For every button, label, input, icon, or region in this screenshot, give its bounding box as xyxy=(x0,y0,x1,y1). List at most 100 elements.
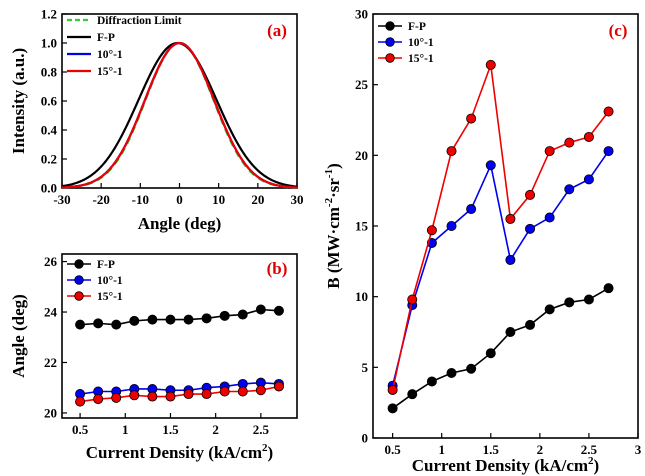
series-15-1 xyxy=(75,381,284,407)
y-tick-label: 0.0 xyxy=(41,181,57,196)
legend-label: F-P xyxy=(408,21,426,33)
y-tick-label: 0.8 xyxy=(41,65,58,80)
data-point xyxy=(525,319,536,330)
y-axis-label-part: ) xyxy=(324,163,343,169)
series-line xyxy=(61,41,298,188)
y-tick-label: 0.4 xyxy=(41,123,58,138)
data-point xyxy=(387,403,398,414)
y-tick-label: 26 xyxy=(44,254,58,269)
x-tick-label: -10 xyxy=(132,192,149,207)
data-point xyxy=(466,363,477,374)
x-tick-label: 2.5 xyxy=(253,422,270,437)
data-point xyxy=(219,386,230,397)
series-line xyxy=(392,287,609,409)
data-point xyxy=(485,348,496,359)
data-point xyxy=(505,254,516,265)
data-point xyxy=(111,392,122,403)
data-point xyxy=(544,146,555,157)
x-axis-label: Current Density (kA/cm2) xyxy=(412,455,599,475)
data-point xyxy=(129,315,140,326)
x-tick-label: 3 xyxy=(635,442,642,457)
plot-frame xyxy=(61,253,298,419)
x-tick-label: 10 xyxy=(212,192,225,207)
data-point xyxy=(75,319,86,330)
series-line xyxy=(80,308,279,326)
data-point xyxy=(183,389,194,400)
data-point xyxy=(466,204,477,215)
data-point xyxy=(603,106,614,117)
data-point xyxy=(273,381,284,392)
y-axis-label: B (MW·cm-2·sr-1) xyxy=(323,163,343,289)
legend-label: F-P xyxy=(97,259,115,271)
x-tick-label: -30 xyxy=(53,192,70,207)
legend-label: 10°-1 xyxy=(97,275,123,287)
y-axis-label: Angle (deg) xyxy=(9,294,28,378)
panel-label: (b) xyxy=(267,259,288,278)
y-tick-label: 0 xyxy=(362,431,369,446)
series-line xyxy=(61,41,298,189)
x-axis-label-sup: 2 xyxy=(588,455,594,467)
data-point xyxy=(426,376,437,387)
legend-marker xyxy=(385,53,395,63)
x-tick-label: 0.5 xyxy=(385,442,402,457)
x-axis-label-end: ) xyxy=(268,443,274,462)
series-Diffraction-Limit xyxy=(61,41,298,189)
series-F-P xyxy=(75,304,284,330)
data-point xyxy=(93,318,104,329)
legend-label: 15°-1 xyxy=(97,291,123,303)
legend-marker xyxy=(385,21,395,31)
data-point xyxy=(273,305,284,316)
data-point xyxy=(93,394,104,405)
x-tick-label: 2 xyxy=(537,442,544,457)
legend-label: F-P xyxy=(97,32,115,44)
data-point xyxy=(237,309,248,320)
y-tick-label: 22 xyxy=(44,355,57,370)
data-point xyxy=(147,314,158,325)
data-point xyxy=(544,212,555,223)
x-axis-label: Angle (deg) xyxy=(138,214,222,233)
x-axis-label-end: ) xyxy=(594,456,600,475)
y-tick-label: 5 xyxy=(362,360,369,375)
data-point xyxy=(505,326,516,337)
data-point xyxy=(446,146,457,157)
legend-label: Diffraction Limit xyxy=(97,15,182,27)
y-axis-label-part: -1 xyxy=(323,169,335,178)
y-tick-label: 20 xyxy=(355,148,368,163)
data-point xyxy=(485,160,496,171)
legend-marker xyxy=(74,275,84,285)
y-tick-label: 15 xyxy=(355,219,369,234)
data-point xyxy=(129,390,140,401)
data-point xyxy=(485,59,496,70)
data-point xyxy=(564,297,575,308)
data-point xyxy=(237,386,248,397)
legend-marker xyxy=(74,291,84,301)
y-tick-label: 0.2 xyxy=(41,152,57,167)
series-F-P xyxy=(387,283,614,414)
data-point xyxy=(564,137,575,148)
legend-marker xyxy=(74,259,84,269)
x-axis-label-main: Current Density (kA/cm xyxy=(412,456,588,475)
y-tick-label: 0.6 xyxy=(41,94,58,109)
data-point xyxy=(147,391,158,402)
data-point xyxy=(525,189,536,200)
data-point xyxy=(165,391,176,402)
data-point xyxy=(255,304,266,315)
x-tick-label: 30 xyxy=(291,192,304,207)
data-point xyxy=(111,319,122,330)
x-tick-label: 1.5 xyxy=(483,442,500,457)
data-point xyxy=(201,313,212,324)
y-tick-label: 30 xyxy=(355,7,368,22)
series-10-1 xyxy=(387,146,614,391)
data-point xyxy=(583,174,594,185)
y-tick-label: 20 xyxy=(44,405,57,420)
series-15-1 xyxy=(61,41,298,189)
y-axis-label-part: B (MW·cm xyxy=(324,207,343,289)
x-axis-label: Current Density (kA/cm2) xyxy=(86,442,273,462)
data-point xyxy=(219,310,230,321)
data-point xyxy=(75,396,86,407)
y-axis-label-part: ·sr xyxy=(324,178,343,198)
legend-label: 10°-1 xyxy=(408,37,434,49)
data-point xyxy=(426,225,437,236)
y-axis-label: Intensity (a.u.) xyxy=(9,48,28,154)
